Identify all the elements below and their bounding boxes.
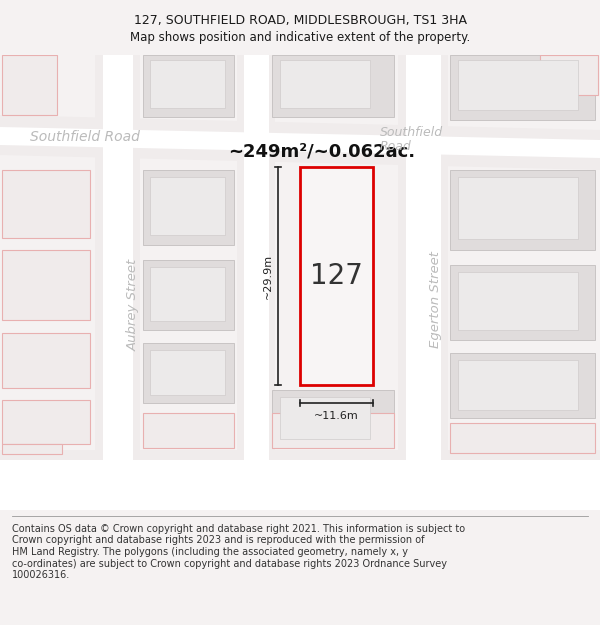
Bar: [2, 444, 62, 454]
Bar: [150, 177, 225, 235]
Bar: [2, 170, 90, 238]
Text: Aubrey Street: Aubrey Street: [127, 259, 139, 351]
Bar: [458, 177, 578, 239]
Bar: [2, 55, 57, 115]
Polygon shape: [0, 115, 600, 170]
Bar: [450, 423, 595, 453]
Polygon shape: [0, 127, 600, 158]
Text: ~29.9m: ~29.9m: [263, 254, 273, 299]
Bar: [143, 413, 234, 448]
Bar: [150, 60, 225, 108]
Text: Contains OS data © Crown copyright and database right 2021. This information is : Contains OS data © Crown copyright and d…: [12, 524, 465, 580]
Text: Egerton Street: Egerton Street: [428, 251, 442, 349]
Bar: [2, 400, 90, 444]
Bar: [458, 60, 578, 110]
Bar: [450, 55, 595, 120]
Bar: [150, 350, 225, 395]
Text: Southfield Road: Southfield Road: [30, 130, 140, 144]
Text: ~11.6m: ~11.6m: [314, 411, 359, 421]
Bar: [272, 390, 394, 448]
Bar: [143, 170, 234, 245]
Bar: [398, 55, 448, 510]
Text: ~249m²/~0.062ac.: ~249m²/~0.062ac.: [228, 142, 415, 160]
Text: Map shows position and indicative extent of the property.: Map shows position and indicative extent…: [130, 31, 470, 44]
Bar: [450, 265, 595, 340]
Bar: [406, 55, 441, 510]
Bar: [450, 353, 595, 418]
Text: 127, SOUTHFIELD ROAD, MIDDLESBROUGH, TS1 3HA: 127, SOUTHFIELD ROAD, MIDDLESBROUGH, TS1…: [133, 14, 467, 27]
Bar: [458, 360, 578, 410]
Bar: [143, 260, 234, 330]
Bar: [280, 60, 370, 108]
Text: Southfield
Road: Southfield Road: [380, 126, 443, 154]
Bar: [244, 55, 269, 510]
Bar: [540, 55, 598, 95]
Bar: [143, 55, 234, 117]
Bar: [95, 55, 140, 510]
Bar: [458, 272, 578, 330]
Bar: [0, 460, 600, 510]
Bar: [450, 170, 595, 250]
Bar: [2, 333, 90, 388]
Bar: [150, 267, 225, 321]
Bar: [300, 167, 373, 385]
Bar: [272, 55, 394, 117]
Bar: [2, 250, 90, 320]
Bar: [237, 55, 275, 510]
Bar: [0, 450, 600, 510]
Text: 127: 127: [310, 262, 363, 290]
Bar: [272, 413, 394, 448]
Bar: [143, 343, 234, 403]
Bar: [103, 55, 133, 510]
Bar: [280, 397, 370, 439]
